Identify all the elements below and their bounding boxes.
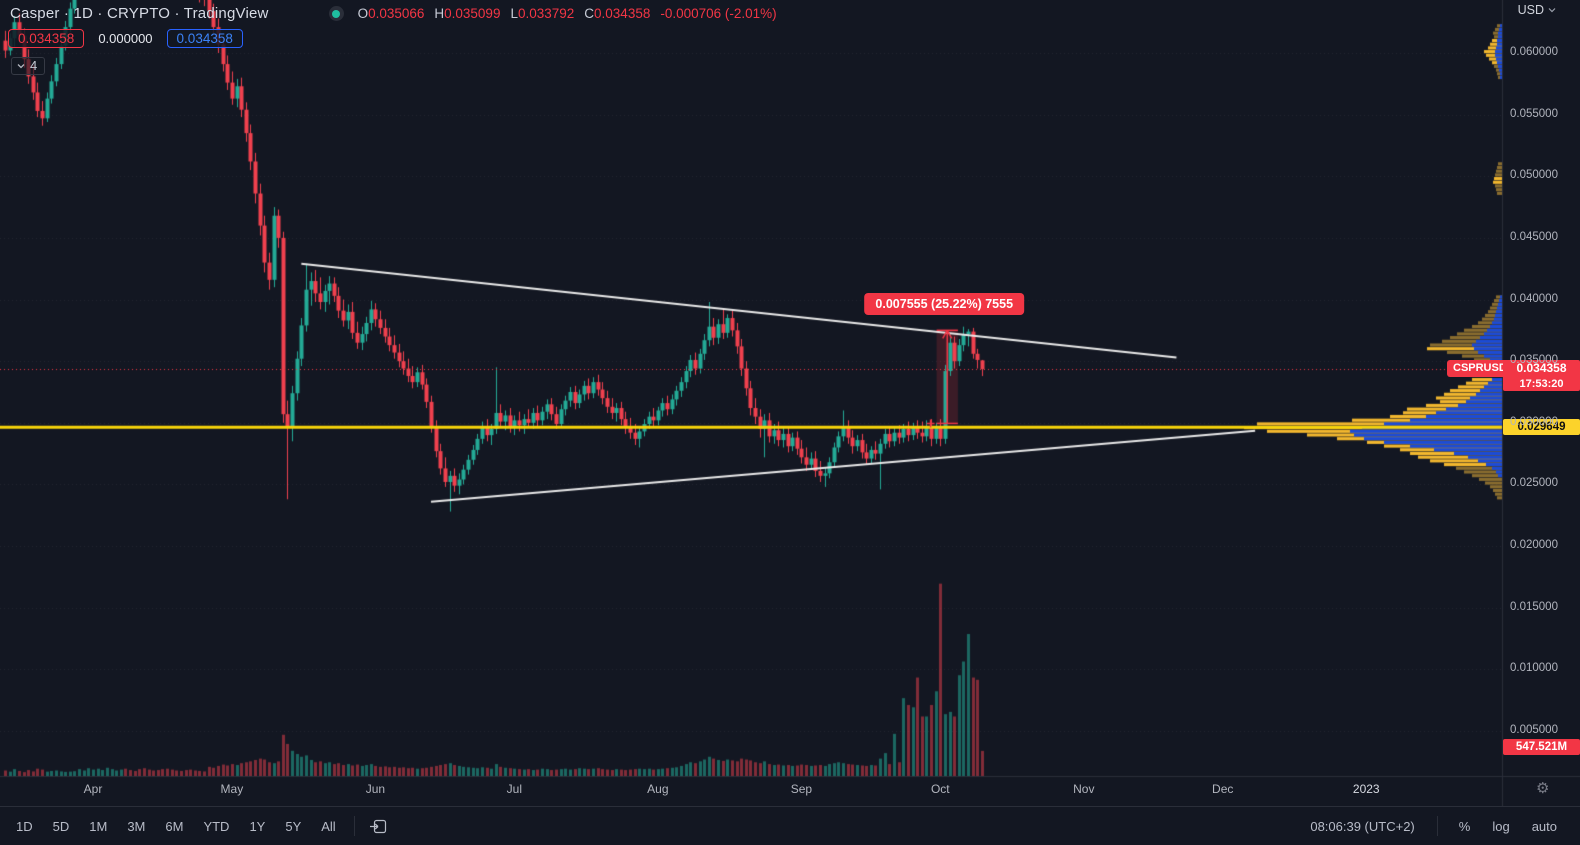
range-button-6m[interactable]: 6M: [165, 818, 184, 834]
toolbar-divider: [1436, 816, 1438, 836]
range-button-ytd[interactable]: YTD: [203, 818, 230, 834]
object-count: 4: [30, 58, 38, 73]
time-tick-label: Dec: [1212, 782, 1234, 796]
clock-readout[interactable]: 08:06:39 (UTC+2): [1310, 818, 1415, 834]
go-to-date-button[interactable]: [369, 817, 388, 836]
time-tick-label: Sep: [790, 782, 813, 796]
price-tick-label: 0.055000: [1510, 107, 1558, 120]
level-price-label: 0.029649: [1503, 419, 1580, 436]
price-chart-canvas[interactable]: [0, 0, 1580, 806]
range-button-all[interactable]: All: [321, 818, 336, 834]
range-button-1d[interactable]: 1D: [16, 818, 33, 834]
gear-icon[interactable]: ⚙: [1536, 780, 1550, 797]
price-tick-label: 0.040000: [1510, 292, 1558, 305]
range-button-5d[interactable]: 5D: [52, 818, 70, 834]
range-button-3m[interactable]: 3M: [127, 818, 146, 834]
time-tick-label: Nov: [1073, 782, 1095, 796]
auto-scale-button[interactable]: auto: [1531, 818, 1557, 834]
object-tree-toggle[interactable]: 4: [11, 57, 46, 75]
bar-countdown: 17:53:20: [1519, 378, 1564, 391]
toolbar-divider: [353, 816, 355, 836]
volume-readout-label: 547.521M: [1503, 739, 1580, 755]
price-tick-label: 0.015000: [1510, 600, 1558, 613]
range-button-1m[interactable]: 1M: [89, 818, 108, 834]
ask-price-box[interactable]: 0.034358: [166, 29, 243, 48]
toolbar-right-cluster: 08:06:39 (UTC+2) % log auto: [1310, 815, 1566, 838]
symbol-title[interactable]: Casper · 1D · CRYPTO · TradingView: [10, 5, 269, 22]
connection-status-icon: [328, 6, 344, 21]
time-tick-label: Oct: [930, 782, 950, 796]
time-tick-label: Apr: [83, 782, 103, 796]
go-to-date-icon: [369, 819, 386, 833]
bottom-toolbar: 1D 5D 1M 3M 6M YTD 1Y 5Y All 08:06:39 (UTC+2) % …: [0, 806, 1580, 845]
chevron-down-icon: [17, 62, 25, 70]
price-tick-label: 0.010000: [1510, 662, 1558, 675]
price-tick-label: 0.045000: [1510, 230, 1558, 243]
price-tick-label: 0.035000: [1510, 354, 1558, 367]
chart-header: Casper · 1D · CRYPTO · TradingView O0.03…: [10, 5, 777, 22]
time-tick-label: May: [220, 782, 244, 796]
time-axis[interactable]: ⚙ Apr May Jun Jul Aug Sep Oct Nov Dec 2023: [0, 776, 1580, 805]
time-tick-label: Jun: [365, 782, 386, 796]
price-tick-label: 0.020000: [1510, 539, 1558, 552]
log-scale-button[interactable]: log: [1492, 818, 1510, 834]
time-tick-label: Jul: [506, 782, 522, 796]
price-tick-label: 0.030000: [1510, 415, 1558, 428]
bid-ask-row: 0.034358 0.000000 0.034358: [8, 29, 243, 48]
time-tick-label: Aug: [647, 782, 669, 796]
price-tick-label: 0.060000: [1510, 46, 1558, 58]
range-button-1y[interactable]: 1Y: [249, 818, 266, 834]
ohlc-readout: O0.035066 H0.035099 L0.033792 C0.034358 …: [357, 6, 777, 21]
percent-scale-button[interactable]: %: [1458, 818, 1471, 834]
range-button-5y[interactable]: 5Y: [285, 818, 302, 834]
chevron-down-icon: [1548, 6, 1556, 14]
price-tick-label: 0.050000: [1510, 169, 1558, 182]
currency-selector[interactable]: USD: [1518, 3, 1556, 17]
last-price-label: 0.034358 17:53:20: [1503, 360, 1580, 392]
symbol-price-tag: CSPRUSD: [1447, 360, 1513, 378]
measure-tool-callout[interactable]: 0.007555 (25.22%) 7555: [864, 293, 1025, 316]
price-tick-label: 0.005000: [1510, 723, 1558, 736]
date-range-buttons: 1D 5D 1M 3M 6M YTD 1Y 5Y All: [6, 815, 346, 838]
price-axis[interactable]: CSPRUSD 0.034358 17:53:20 0.029649 547.5…: [1447, 0, 1580, 776]
price-tick-label: 0.025000: [1510, 477, 1558, 490]
change-readout: -0.000706 (-2.01%): [660, 6, 777, 21]
time-tick-label: 2023: [1352, 782, 1380, 796]
spread-value: 0.000000: [98, 31, 153, 46]
bid-price-box[interactable]: 0.034358: [8, 29, 85, 48]
